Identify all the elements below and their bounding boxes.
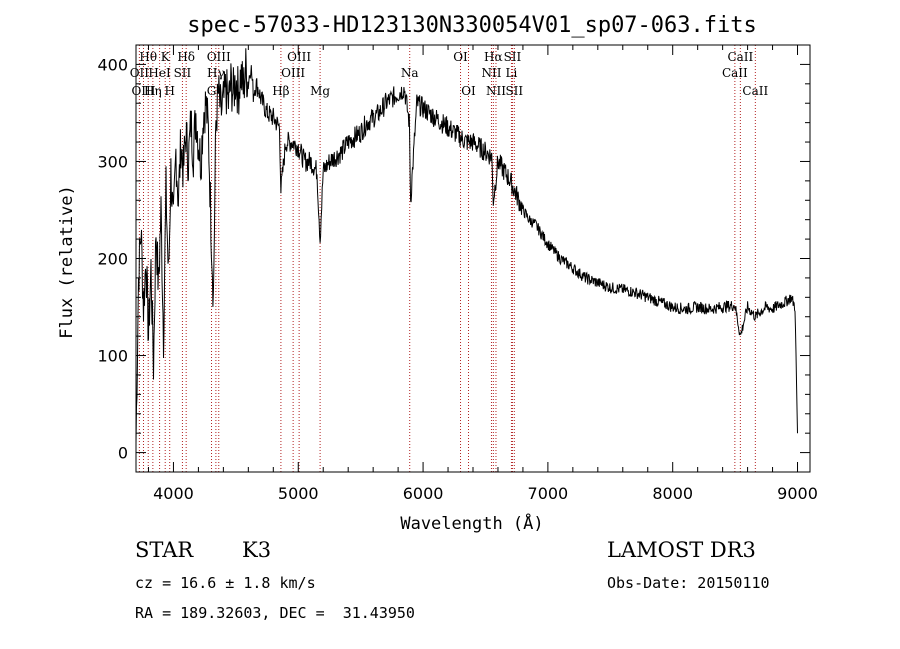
redshift-velocity: cz = 16.6 ± 1.8 km/s [135,574,316,592]
y-tick-label: 100 [97,347,128,366]
line-marker-label: OI [453,50,468,64]
line-marker-label: SII [174,66,192,80]
y-tick-label: 0 [118,444,128,463]
line-marker-label: OIII [281,66,305,80]
line-marker-label: OIII [287,50,311,64]
line-marker-label: K [161,50,171,64]
line-marker-label: Na [401,66,419,80]
line-marker-label: OI [461,84,476,98]
line-marker-label: CaII [722,66,748,80]
line-marker-label: Mg [310,84,330,98]
line-marker-label: Hθ [139,50,157,64]
y-axis-label: Flux (relative) [57,185,77,339]
line-marker-label: NII [481,66,501,80]
x-tick-label: 7000 [528,484,569,503]
x-tick-label: 8000 [652,484,693,503]
x-tick-label: 4000 [153,484,194,503]
x-tick-label: 5000 [278,484,319,503]
x-tick-label: 9000 [777,484,818,503]
coordinates: RA = 189.32603, DEC = 31.43950 [135,604,415,622]
line-marker-label: Li [506,66,518,80]
y-tick-label: 400 [97,55,128,74]
line-marker-label: OII [130,66,150,80]
y-tick-label: 300 [97,152,128,171]
x-axis: 4000 5000 6000 7000 8000 9000 [147,45,818,503]
y-axis: 0 100 200 300 400 [97,44,810,473]
line-marker-label: CaII [742,84,768,98]
line-marker-label: G [207,84,217,98]
line-marker-label: Hβ [272,84,289,98]
line-marker-label: Hγ [207,66,225,80]
line-marker-label: OIII [207,50,231,64]
series-line-spectrum [135,48,798,444]
chart-title: spec-57033-HD123130N330054V01_sp07-063.f… [187,13,757,38]
x-tick-label: 6000 [403,484,444,503]
object-class: STAR [135,538,194,562]
line-marker-label: Hη [144,84,162,98]
line-marker-label: SII [504,50,522,64]
survey-name: LAMOST DR3 [607,538,756,562]
line-marker-label: HeI [148,66,171,80]
line-marker-label: OIII [131,84,155,98]
x-axis-label: Wavelength (Å) [400,512,543,534]
y-tick-label: 200 [97,250,128,269]
object-subclass: K3 [242,538,272,562]
line-marker-label: Hδ [177,50,195,64]
line-marker-label: Hα [484,50,503,64]
line-marker-label: SII [505,84,523,98]
line-marker-label: CaII [727,50,753,64]
observation-date: Obs-Date: 20150110 [607,574,770,592]
line-marker-label: NII [486,84,506,98]
line-marker-label: H [164,84,174,98]
